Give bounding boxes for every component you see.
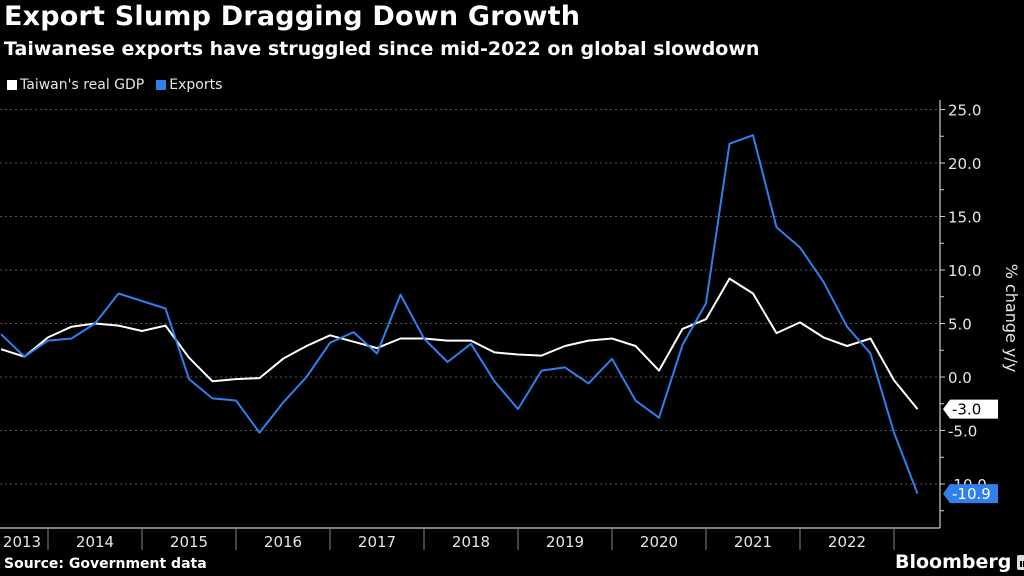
gridlines [0, 109, 940, 485]
legend-item-gdp[interactable]: Taiwan's real GDP [7, 77, 144, 93]
y-tick-label: 25.0 [948, 102, 981, 120]
x-tick-label: 2015 [170, 533, 208, 551]
x-tick-label: 2022 [828, 533, 866, 551]
chart-subtitle: Taiwanese exports have struggled since m… [4, 38, 760, 60]
y-axis: 25.020.015.010.05.00.0-5.0-10.0 [939, 100, 987, 528]
y-tick-label: 5.0 [948, 316, 972, 334]
y-tick-label: -5.0 [948, 423, 977, 441]
x-tick-label: 2019 [546, 533, 584, 551]
callout-box [943, 484, 998, 504]
legend-swatch-exports [156, 80, 167, 90]
x-tick-label: 2021 [734, 533, 772, 551]
y-tick-label: 15.0 [948, 209, 981, 227]
x-tick-label: 2020 [640, 533, 678, 551]
x-tick-label: 2016 [264, 533, 302, 551]
callout-box [943, 399, 998, 419]
y-axis-label: % change y/y [1002, 264, 1021, 373]
x-tick-label: 2018 [452, 533, 490, 551]
last-value-callouts: -3.0 -10.9 [943, 399, 998, 504]
x-axis: 2013 2014 2015 2016 2017 2018 2019 2020 2021 2022 [0, 527, 940, 551]
legend: Taiwan's real GDP Exports [7, 77, 222, 93]
series-lines [0, 134, 919, 494]
callout-exports: -10.9 [943, 484, 998, 504]
brand-name: Bloomberg [895, 551, 1012, 573]
legend-label-exports: Exports [169, 77, 223, 93]
series-line-gdp [0, 277, 919, 410]
callout-value: -10.9 [952, 485, 991, 503]
x-tick-label: 2017 [358, 533, 396, 551]
legend-label-gdp: Taiwan's real GDP [20, 77, 145, 93]
series-line-exports [0, 134, 919, 494]
x-tick-label: 2014 [76, 533, 114, 551]
x-tick-label: 2013 [3, 533, 41, 551]
y-tick-label: 0.0 [948, 369, 972, 387]
bloomberg-logo: Bloomberg [895, 551, 1024, 573]
legend-item-exports[interactable]: Exports [156, 77, 222, 93]
source-note: Source: Government data [4, 556, 207, 572]
bloomberg-chart-icon [1017, 554, 1024, 570]
y-tick-label: 20.0 [948, 155, 981, 173]
chart-title: Export Slump Dragging Down Growth [4, 1, 581, 32]
callout-gdp: -3.0 [943, 399, 998, 419]
legend-swatch-gdp [7, 80, 17, 90]
y-tick-label: 10.0 [948, 262, 981, 280]
callout-value: -3.0 [952, 401, 981, 419]
